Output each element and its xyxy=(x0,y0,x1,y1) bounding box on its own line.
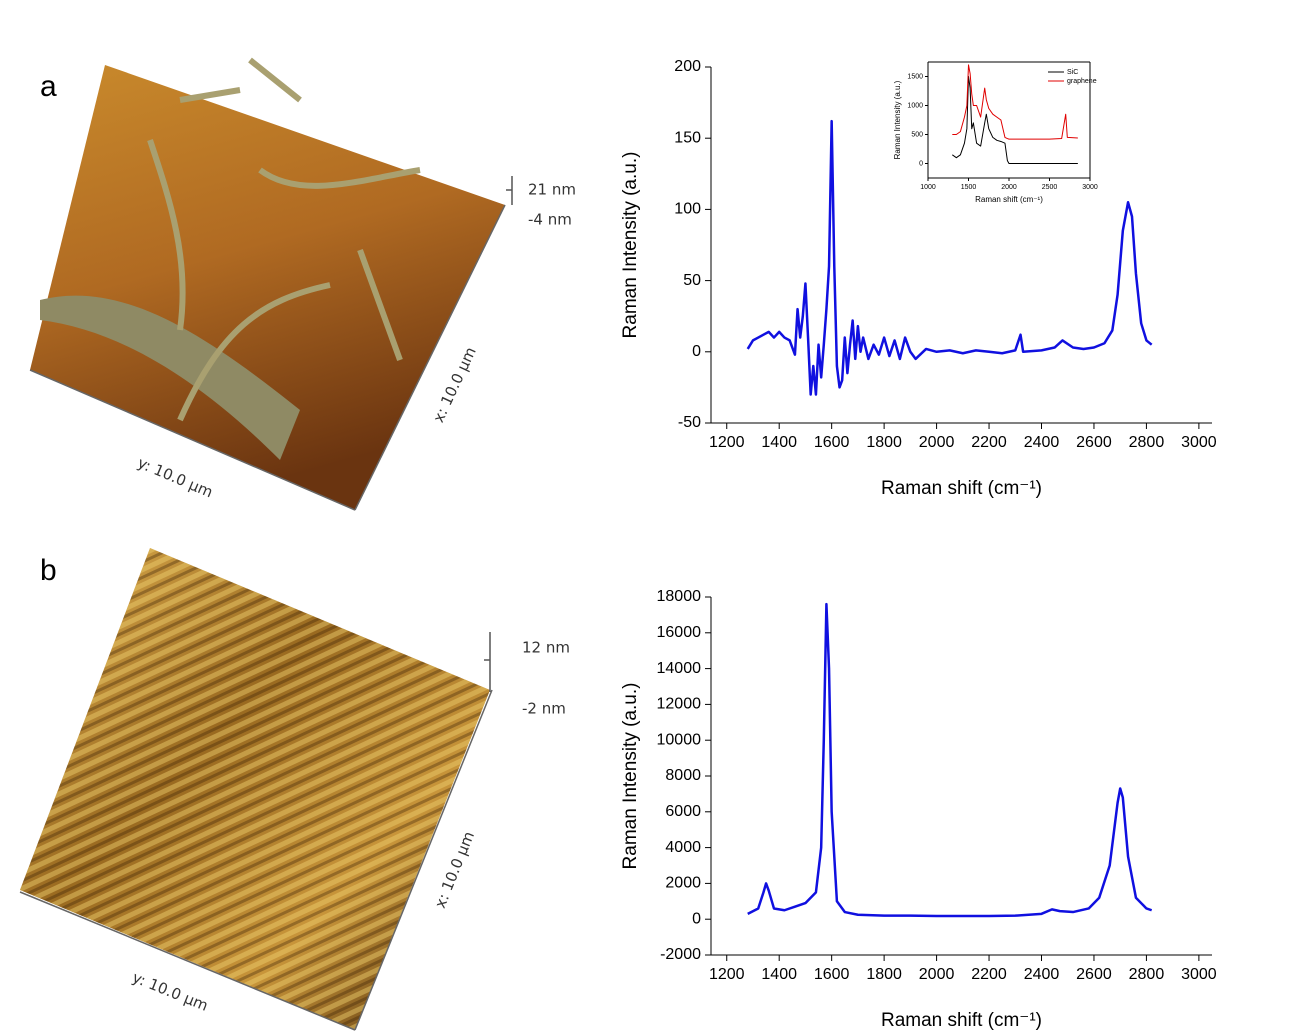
x-tick-label: 2200 xyxy=(971,434,1007,451)
y-tick-label: 500 xyxy=(911,131,923,138)
y-axis-label: Raman Intensity (a.u.) xyxy=(893,80,902,159)
y-tick-label: 150 xyxy=(674,129,701,146)
y-tick-label: 1500 xyxy=(907,73,923,80)
y-tick-label: 10000 xyxy=(657,731,702,748)
x-tick-label: 2000 xyxy=(1001,184,1017,191)
panel-label: b xyxy=(40,554,57,587)
y-tick-label: 100 xyxy=(674,201,701,218)
x-axis-label: Raman shift (cm⁻¹) xyxy=(881,1010,1042,1031)
y-tick-label: 16000 xyxy=(657,624,702,641)
x-axis-label: Raman shift (cm⁻¹) xyxy=(881,478,1042,499)
x-tick-label: 1200 xyxy=(709,966,745,983)
y-tick-label: 50 xyxy=(683,272,701,289)
x-tick-label: 3000 xyxy=(1181,966,1217,983)
x-tick-label: 1800 xyxy=(866,434,902,451)
y-size: y: 10.0 µm xyxy=(130,968,211,1015)
x-tick-label: 1500 xyxy=(961,184,977,191)
x-size: x: 10.0 µm xyxy=(431,829,478,911)
x-tick-label: 2800 xyxy=(1129,434,1165,451)
y-axis-label: Raman Intensity (a.u.) xyxy=(620,683,641,870)
y-tick-label: 8000 xyxy=(665,767,701,784)
y-tick-label: 2000 xyxy=(665,875,701,892)
x-tick-label: 1000 xyxy=(920,184,936,191)
y-tick-label: 200 xyxy=(674,58,701,75)
y-tick-label: 0 xyxy=(692,343,701,360)
scale-bottom: -4 nm xyxy=(528,211,572,229)
x-tick-label: 2600 xyxy=(1076,434,1112,451)
x-tick-label: 2500 xyxy=(1042,184,1058,191)
x-axis-label: Raman shift (cm⁻¹) xyxy=(975,195,1043,204)
scale-bottom: -2 nm xyxy=(522,700,566,718)
y-axis-label: Raman Intensity (a.u.) xyxy=(620,152,641,339)
x-tick-label: 1600 xyxy=(814,434,850,451)
x-tick-label: 1400 xyxy=(761,434,797,451)
x-tick-label: 1400 xyxy=(761,966,797,983)
x-tick-label: 2400 xyxy=(1024,434,1060,451)
afm-image-a xyxy=(30,60,512,510)
x-tick-label: 1600 xyxy=(814,966,850,983)
x-tick-label: 2800 xyxy=(1129,966,1165,983)
afm-image-b xyxy=(20,548,492,1030)
legend-label: graphene xyxy=(1067,78,1097,85)
x-tick-label: 2000 xyxy=(919,434,955,451)
y-tick-label: 6000 xyxy=(665,803,701,820)
x-tick-label: 1200 xyxy=(709,434,745,451)
legend-label: SiC xyxy=(1067,69,1078,76)
y-tick-label: 0 xyxy=(692,910,701,927)
x-tick-label: 2400 xyxy=(1024,966,1060,983)
scale-top: 12 nm xyxy=(522,639,570,657)
x-tick-label: 2200 xyxy=(971,966,1007,983)
x-tick-label: 1800 xyxy=(866,966,902,983)
scale-top: 21 nm xyxy=(528,181,576,199)
y-tick-label: -50 xyxy=(678,414,701,431)
y-tick-label: 1000 xyxy=(907,102,923,109)
y-tick-label: 0 xyxy=(919,160,923,167)
y-tick-label: -2000 xyxy=(660,946,701,963)
y-tick-label: 18000 xyxy=(657,588,702,605)
y-tick-label: 14000 xyxy=(657,660,702,677)
spectrum-line xyxy=(748,121,1152,394)
x-tick-label: 3000 xyxy=(1181,434,1217,451)
y-tick-label: 4000 xyxy=(665,839,701,856)
x-tick-label: 2600 xyxy=(1076,966,1112,983)
y-size: y: 10.0 µm xyxy=(135,454,216,502)
spectrum-line xyxy=(748,604,1152,916)
y-tick-label: 12000 xyxy=(657,696,702,713)
x-tick-label: 2000 xyxy=(919,966,955,983)
x-tick-label: 3000 xyxy=(1082,184,1098,191)
figure: a 21 nm -4 nm x: 10.0 µm y: 10.0 µm b 12… xyxy=(0,0,1298,1033)
x-size: x: 10.0 µm xyxy=(429,344,480,425)
panel-label: a xyxy=(40,70,57,103)
page: {"panels":[ {"label":"a","scale_top":"21… xyxy=(0,0,1298,1033)
